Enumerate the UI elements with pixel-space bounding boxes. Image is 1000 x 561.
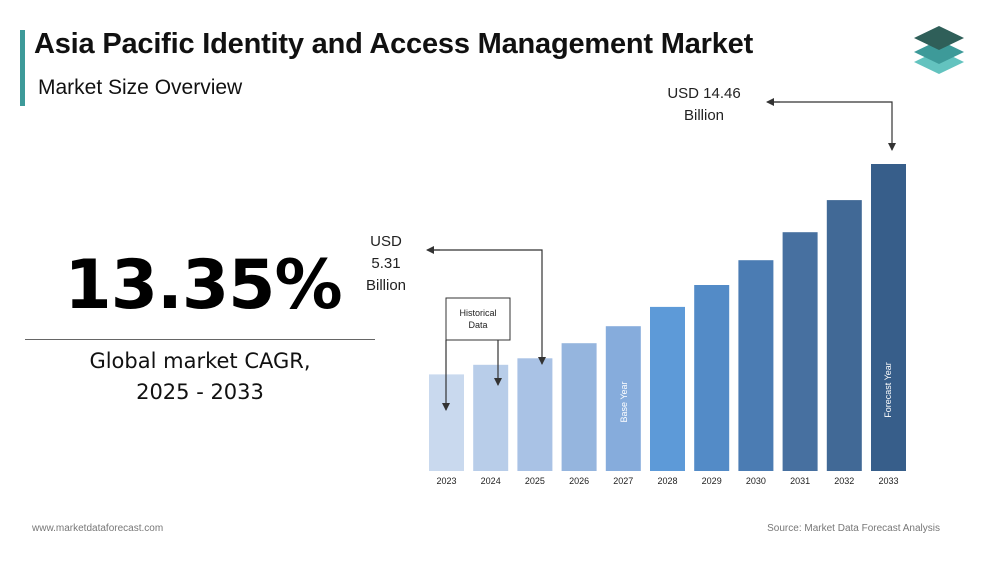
x-tick-label-2027: 2027 — [613, 476, 633, 486]
historical-data-label-line1: Historical — [459, 308, 496, 318]
bar-2025 — [517, 358, 553, 471]
title-accent-bar — [20, 30, 25, 106]
start-value-arrow-to-bar — [428, 249, 546, 365]
start-value-line3: Billion — [366, 277, 406, 294]
x-tick-label-2026: 2026 — [569, 476, 589, 486]
bar-2033 — [871, 164, 906, 471]
page-title: Asia Pacific Identity and Access Managem… — [34, 28, 754, 60]
bar-2028 — [650, 306, 685, 471]
start-value-line1: USD — [370, 233, 402, 250]
x-tick-label-2033: 2033 — [878, 476, 898, 486]
start-value-line2: 5.31 — [371, 255, 400, 272]
x-tick-label-2031: 2031 — [790, 476, 810, 486]
x-tick-label-2029: 2029 — [702, 476, 722, 486]
bar-2024 — [473, 364, 509, 471]
cagr-label: Global market CAGR, 2025 - 2033 — [25, 346, 375, 408]
bar-2029 — [694, 285, 730, 471]
x-tick-label-2025: 2025 — [525, 476, 545, 486]
bar-2030 — [738, 260, 774, 471]
x-tick-label-2032: 2032 — [834, 476, 854, 486]
historical-data-label-line2: Data — [468, 320, 487, 330]
x-tick-label-2024: 2024 — [481, 476, 501, 486]
logo-layer-top — [914, 26, 964, 50]
end-value-line1: USD 14.46 — [667, 85, 740, 102]
bar-2027 — [605, 326, 641, 471]
stacked-layers-logo-icon — [914, 26, 964, 74]
cagr-label-line1: Global market CAGR, — [89, 349, 311, 373]
forecast-year-label: Forecast Year — [883, 362, 893, 418]
end-value-arrow-to-bar — [768, 101, 896, 151]
footer-website: www.marketdataforecast.com — [32, 523, 164, 534]
page-subtitle: Market Size Overview — [38, 76, 243, 99]
cagr-value: 13.35% — [64, 246, 342, 325]
logo-layer-middle — [914, 40, 964, 64]
bar-2032 — [826, 200, 862, 471]
historical-data-box — [445, 297, 511, 341]
bar-2031 — [782, 232, 818, 471]
x-tick-label-2023: 2023 — [436, 476, 456, 486]
base-year-label: Base Year — [619, 381, 629, 422]
cagr-divider — [25, 339, 375, 340]
x-tick-label-2028: 2028 — [657, 476, 677, 486]
cagr-label-line2: 2025 - 2033 — [136, 380, 264, 404]
x-tick-label-2030: 2030 — [746, 476, 766, 486]
bar-2026 — [561, 343, 597, 471]
end-value-line2: Billion — [684, 107, 724, 124]
footer-source: Source: Market Data Forecast Analysis — [767, 523, 940, 534]
